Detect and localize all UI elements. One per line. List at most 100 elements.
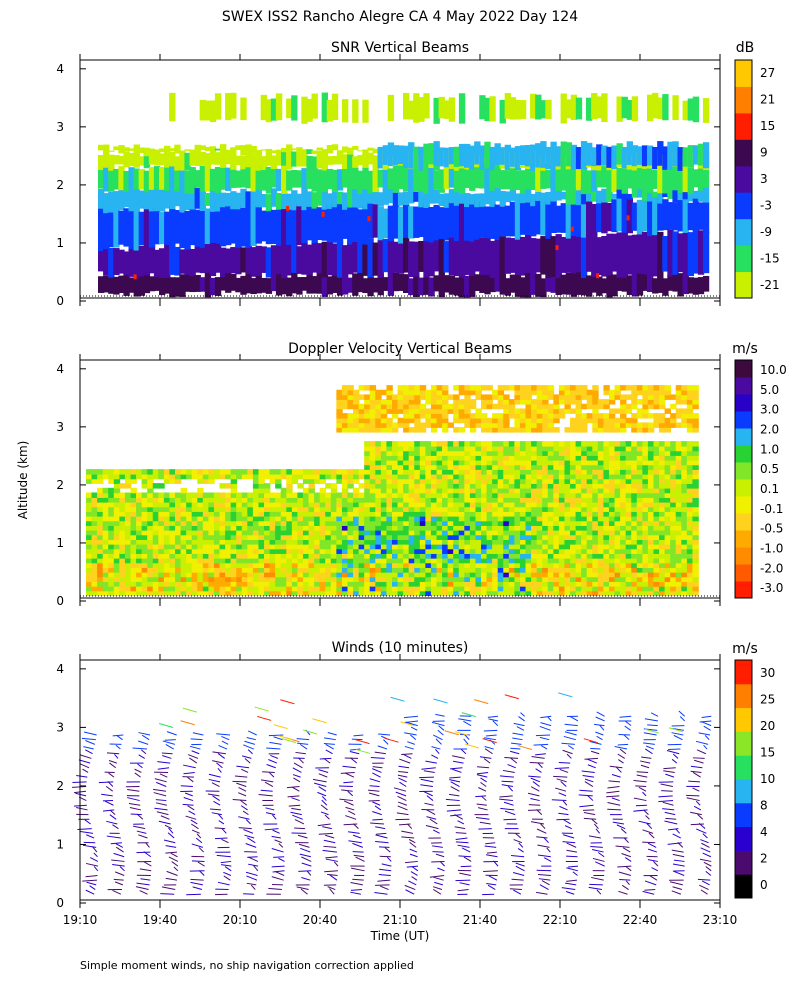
heatmap-cell xyxy=(592,427,599,433)
heatmap-cell xyxy=(264,562,271,568)
heatmap-cell xyxy=(392,441,399,447)
heatmap-cell xyxy=(119,543,126,550)
heatmap-cell xyxy=(458,571,466,578)
heatmap-cell xyxy=(403,525,410,531)
heatmap-cell xyxy=(362,99,369,123)
heatmap-cell xyxy=(530,199,537,237)
wind-barb xyxy=(101,793,113,797)
heatmap-cell xyxy=(158,562,165,568)
heatmap-cell xyxy=(442,562,449,568)
heatmap-cell xyxy=(403,553,410,559)
heatmap-cell xyxy=(113,562,121,568)
heatmap-cell xyxy=(614,511,621,517)
heatmap-cell xyxy=(608,534,616,540)
heatmap-cell xyxy=(330,515,338,522)
heatmap-cell xyxy=(620,403,627,410)
heatmap-cell xyxy=(186,497,193,503)
heatmap-cell xyxy=(147,562,154,568)
wind-barb xyxy=(155,799,167,802)
heatmap-cell xyxy=(152,501,160,508)
heatmap-cell xyxy=(336,408,343,414)
heatmap-cell xyxy=(564,385,571,391)
heatmap-cell xyxy=(458,385,466,391)
heatmap-cell xyxy=(247,590,254,596)
heatmap-cell xyxy=(453,501,460,508)
heatmap-cell xyxy=(545,191,552,205)
heatmap-cell xyxy=(264,581,271,587)
heatmap-cell xyxy=(353,525,360,531)
heatmap-cell xyxy=(692,277,700,295)
heatmap-cell xyxy=(503,478,510,484)
heatmap-cell xyxy=(119,553,126,559)
heatmap-cell xyxy=(108,469,115,475)
heatmap-cell xyxy=(264,487,271,494)
heatmap-cell xyxy=(653,487,660,494)
heatmap-cell xyxy=(392,241,400,273)
heatmap-cell xyxy=(475,553,482,559)
heatmap-cell xyxy=(130,590,137,596)
heatmap-cell xyxy=(570,539,577,545)
heatmap-cell xyxy=(453,235,461,277)
heatmap-cell xyxy=(636,501,644,508)
heatmap-cell xyxy=(197,506,204,512)
heatmap-cell xyxy=(519,459,527,466)
heatmap-cell xyxy=(497,483,505,489)
heatmap-cell xyxy=(575,413,582,419)
heatmap-cell xyxy=(408,562,416,568)
heatmap-cell xyxy=(620,501,627,508)
heatmap-cell xyxy=(213,473,221,480)
heatmap-cell xyxy=(286,170,293,191)
heatmap-cell xyxy=(143,274,151,294)
heatmap-cell xyxy=(458,534,466,540)
heatmap-cell xyxy=(447,534,454,540)
heatmap-cell xyxy=(302,543,310,550)
heatmap-cell xyxy=(386,403,393,410)
heatmap-cell xyxy=(536,464,544,470)
heatmap-cell xyxy=(353,394,360,400)
wind-barb xyxy=(93,852,98,858)
heatmap-cell xyxy=(443,100,450,119)
heatmap-cell xyxy=(392,525,399,531)
heatmap-cell xyxy=(514,562,521,568)
heatmap-cell xyxy=(503,450,510,456)
heatmap-cell xyxy=(341,567,349,573)
heatmap-cell xyxy=(230,492,238,498)
heatmap-cell xyxy=(620,441,627,447)
heatmap-cell xyxy=(664,539,671,545)
heatmap-cell xyxy=(197,590,204,596)
heatmap-cell xyxy=(592,567,599,573)
heatmap-cell xyxy=(364,455,371,461)
heatmap-cell xyxy=(428,207,435,243)
heatmap-cell xyxy=(414,506,421,512)
heatmap-cell xyxy=(503,483,510,489)
heatmap-cell xyxy=(372,189,379,205)
heatmap-cell xyxy=(647,271,654,293)
heatmap-cell xyxy=(375,459,382,466)
heatmap-cell xyxy=(464,585,471,592)
heatmap-cell xyxy=(194,209,201,247)
heatmap-cell xyxy=(453,562,460,568)
heatmap-cell xyxy=(414,590,421,596)
heatmap-cell xyxy=(258,585,265,592)
heatmap-cell xyxy=(236,571,243,578)
heatmap-cell xyxy=(525,422,532,428)
heatmap-cell xyxy=(558,543,566,550)
heatmap-cell xyxy=(670,557,677,564)
velocity-colorbar: -3.0-2.0-1.0-0.5-0.10.10.51.02.03.05.010… xyxy=(734,359,787,599)
heatmap-cell xyxy=(270,245,278,279)
heatmap-cell xyxy=(504,278,511,296)
heatmap-cell xyxy=(553,548,560,554)
heatmap-cell xyxy=(380,441,388,447)
heatmap-cell xyxy=(247,506,254,512)
heatmap-cell xyxy=(275,497,282,503)
heatmap-cell xyxy=(436,520,443,526)
heatmap-cell xyxy=(353,557,360,564)
heatmap-cell xyxy=(347,585,354,592)
heatmap-cell xyxy=(592,539,599,545)
heatmap-cell xyxy=(128,209,135,250)
heatmap-cell xyxy=(631,427,638,433)
heatmap-cell xyxy=(102,487,110,494)
heatmap-cell xyxy=(659,413,666,419)
heatmap-cell xyxy=(97,492,104,498)
heatmap-cell xyxy=(286,206,290,212)
